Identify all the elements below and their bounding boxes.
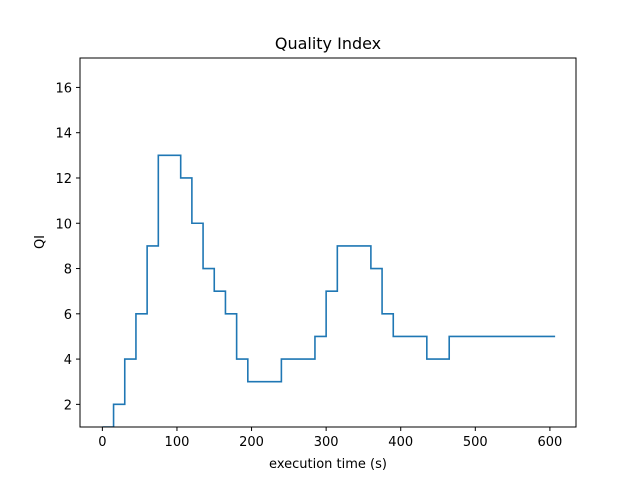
y-tick-label: 10	[55, 217, 72, 232]
data-layer	[102, 154, 556, 427]
series-line-0	[102, 154, 556, 427]
x-tick-label: 0	[98, 435, 106, 450]
y-tick-label: 6	[64, 308, 72, 323]
y-tick-label: 14	[55, 127, 72, 142]
plot-frame	[79, 57, 577, 428]
x-tick-label: 600	[537, 435, 562, 450]
y-tick-label: 12	[55, 172, 72, 187]
x-tick-label: 300	[314, 435, 339, 450]
x-tick-label: 100	[165, 435, 190, 450]
x-tick-label: 500	[463, 435, 488, 450]
y-tick-label: 8	[64, 263, 72, 278]
y-tick-label: 2	[64, 398, 72, 413]
axes-layer: 0 100 200 300 400 500 600 2 4 6 8 10 12 14 16	[55, 81, 562, 450]
x-axis-label: execution time (s)	[269, 457, 387, 472]
x-tick-label: 400	[388, 435, 413, 450]
y-tick-label: 4	[64, 353, 72, 368]
chart-title: Quality Index	[275, 34, 381, 53]
y-tick-label: 16	[55, 81, 72, 96]
x-tick-label: 200	[239, 435, 264, 450]
y-axis-label: QI	[33, 235, 48, 249]
